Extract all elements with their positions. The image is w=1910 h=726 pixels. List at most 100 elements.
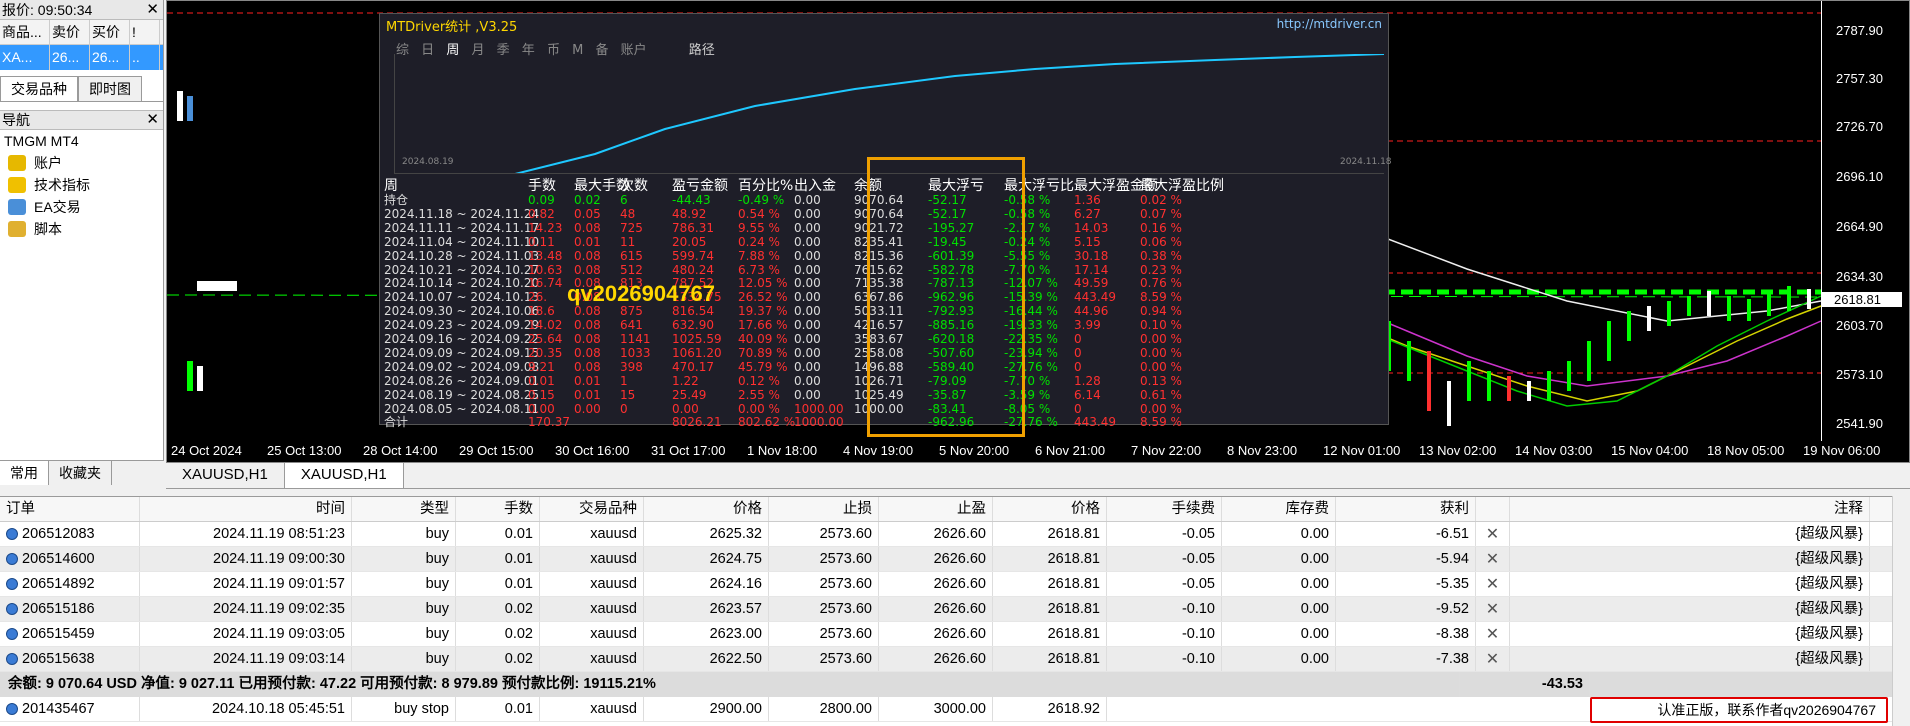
stats-cell: 0.01: [528, 373, 555, 388]
stats-cell: 9021.72: [854, 220, 904, 235]
table-cell: xauusd: [540, 622, 644, 646]
close-order-icon[interactable]: ✕: [1485, 526, 1500, 543]
table-cell: 0.00: [1222, 597, 1336, 621]
x-tick: 25 Oct 13:00: [267, 443, 342, 458]
period-year[interactable]: 年: [521, 43, 535, 58]
period-account[interactable]: 账户: [620, 43, 647, 58]
period-day[interactable]: 日: [421, 43, 435, 58]
table-cell: xauusd: [540, 522, 644, 546]
table-cell: 2626.60: [879, 647, 993, 671]
period-currency[interactable]: 币: [546, 43, 560, 58]
mtdriver-url[interactable]: http://mtdriver.cn: [1276, 17, 1382, 31]
broker-node[interactable]: TMGM MT4: [4, 133, 79, 149]
pending-order-row[interactable]: 201435467 2024.10.18 05:45:51 buy stop 0.01…: [0, 697, 1910, 722]
period-m[interactable]: M: [572, 43, 584, 58]
close-order-icon[interactable]: ✕: [1485, 626, 1500, 643]
table-cell: 0.00: [1222, 647, 1336, 671]
col-spread[interactable]: !: [130, 20, 160, 44]
table-cell: buy: [352, 647, 456, 671]
column-header[interactable]: 库存费: [1222, 497, 1336, 521]
stats-cell: 512: [620, 262, 643, 277]
indicators-icon: [8, 177, 26, 193]
tab-common[interactable]: 常用: [0, 461, 49, 485]
price-chart[interactable]: MTDriver统计 ,V3.25 http://mtdriver.cn 综 日…: [166, 0, 1910, 463]
market-watch-tabs: 交易品种 即时图: [0, 76, 163, 102]
stats-cell: 8.59 %: [1140, 415, 1182, 430]
table-cell: {超级风暴}: [1510, 622, 1870, 646]
table-row[interactable]: 206515459 2024.11.19 09:03:05 buy 0.02 xauus…: [0, 622, 1910, 647]
table-row[interactable]: 206514600 2024.11.19 09:00:30 buy 0.01 xauus…: [0, 547, 1910, 572]
close-order-icon[interactable]: ✕: [1485, 651, 1500, 668]
stats-cell: 0.05: [574, 206, 601, 221]
close-order-icon[interactable]: ✕: [1485, 601, 1500, 618]
col-bid[interactable]: 卖价: [50, 20, 90, 44]
column-header[interactable]: 止损: [769, 497, 879, 521]
nav-scripts[interactable]: 脚本: [0, 218, 163, 240]
tab-tick-chart[interactable]: 即时图: [78, 76, 142, 101]
stats-cell: 1026.71: [854, 373, 904, 388]
table-cell: 2024.11.19 08:51:23: [140, 522, 352, 546]
account-summary: 余额: 9 070.64 USD 净值: 9 027.11 已用预付款: 47.…: [0, 672, 1460, 697]
stats-cell: 0.00: [794, 318, 821, 333]
stats-cell: 合计: [384, 415, 409, 430]
stats-cell: -601.39: [928, 248, 975, 263]
table-row[interactable]: 206512083 2024.11.19 08:51:23 buy 0.01 xauus…: [0, 522, 1910, 547]
nav-accounts[interactable]: 账户: [0, 152, 163, 174]
nav-expert-advisors[interactable]: EA交易: [0, 196, 163, 218]
stats-cell: 20.05: [672, 234, 707, 249]
col-symbol[interactable]: 商品...: [0, 20, 50, 44]
period-month[interactable]: 月: [471, 43, 485, 58]
market-watch-row[interactable]: XA... 26... 26... ..: [0, 45, 163, 70]
nav-indicators[interactable]: 技术指标: [0, 174, 163, 196]
stats-cell: 0.10 %: [1140, 318, 1182, 333]
tab-chart-1[interactable]: XAUUSD,H1: [166, 463, 285, 488]
column-header[interactable]: 获利: [1336, 497, 1476, 521]
close-order-icon[interactable]: ✕: [1485, 576, 1500, 593]
tab-symbols[interactable]: 交易品种: [0, 76, 78, 101]
table-row[interactable]: 206514892 2024.11.19 09:01:57 buy 0.01 xauus…: [0, 572, 1910, 597]
stats-cell: 0.61 %: [1140, 387, 1182, 402]
table-cell: -0.10: [1107, 597, 1222, 621]
column-header[interactable]: 订单: [0, 497, 140, 521]
period-backup[interactable]: 备: [595, 43, 609, 58]
stats-cell: 0.08: [574, 262, 601, 277]
period-quarter[interactable]: 季: [496, 43, 510, 58]
period-all[interactable]: 综: [396, 43, 410, 58]
column-header[interactable]: 时间: [140, 497, 352, 521]
column-header[interactable]: 类型: [352, 497, 456, 521]
close-icon[interactable]: ✕: [146, 111, 159, 128]
close-icon[interactable]: ✕: [146, 1, 159, 18]
y-tick: 2787.90: [1836, 23, 1883, 38]
col-ask[interactable]: 买价: [90, 20, 130, 44]
column-header[interactable]: 交易品种: [540, 497, 644, 521]
terminal-scrollbar[interactable]: [1892, 496, 1910, 726]
column-header[interactable]: 价格: [993, 497, 1107, 521]
chart-tabs: XAUUSD,H1 XAUUSD,H1: [166, 463, 1910, 489]
table-cell: 2024.11.19 09:03:05: [140, 622, 352, 646]
stats-cell: -0.24 %: [1004, 234, 1051, 249]
mtdriver-stats-panel: MTDriver统计 ,V3.25 http://mtdriver.cn 综 日…: [379, 13, 1392, 429]
tab-favorites[interactable]: 收藏夹: [49, 461, 112, 485]
close-order-icon[interactable]: ✕: [1485, 551, 1500, 568]
table-cell: 0.02: [456, 647, 540, 671]
column-header[interactable]: 注释: [1510, 497, 1870, 521]
table-row[interactable]: 206515186 2024.11.19 09:02:35 buy 0.02 xauus…: [0, 597, 1910, 622]
stats-cell: -44.43: [672, 193, 711, 207]
tab-chart-2[interactable]: XAUUSD,H1: [284, 463, 404, 488]
column-header[interactable]: 手续费: [1107, 497, 1222, 521]
stats-cell: 0.02 %: [1140, 193, 1182, 207]
column-header[interactable]: 止盈: [879, 497, 993, 521]
period-week[interactable]: 周: [446, 43, 460, 58]
stats-cell: -0.49 %: [738, 193, 785, 207]
close-order-cell: ✕: [1476, 597, 1510, 621]
table-cell: -0.05: [1107, 572, 1222, 596]
column-header[interactable]: 手数: [456, 497, 540, 521]
table-row[interactable]: 206515638 2024.11.19 09:03:14 buy 0.02 xauus…: [0, 647, 1910, 672]
table-cell: 2618.81: [993, 547, 1107, 571]
route-label[interactable]: 路径: [688, 43, 715, 58]
column-header[interactable]: [1476, 497, 1510, 521]
account-summary-row: 余额: 9 070.64 USD 净值: 9 027.11 已用预付款: 47.…: [0, 672, 1910, 697]
column-header[interactable]: 价格: [644, 497, 769, 521]
stats-cell: 1000.00: [794, 401, 844, 416]
stats-cell: 9070.64: [854, 206, 904, 221]
